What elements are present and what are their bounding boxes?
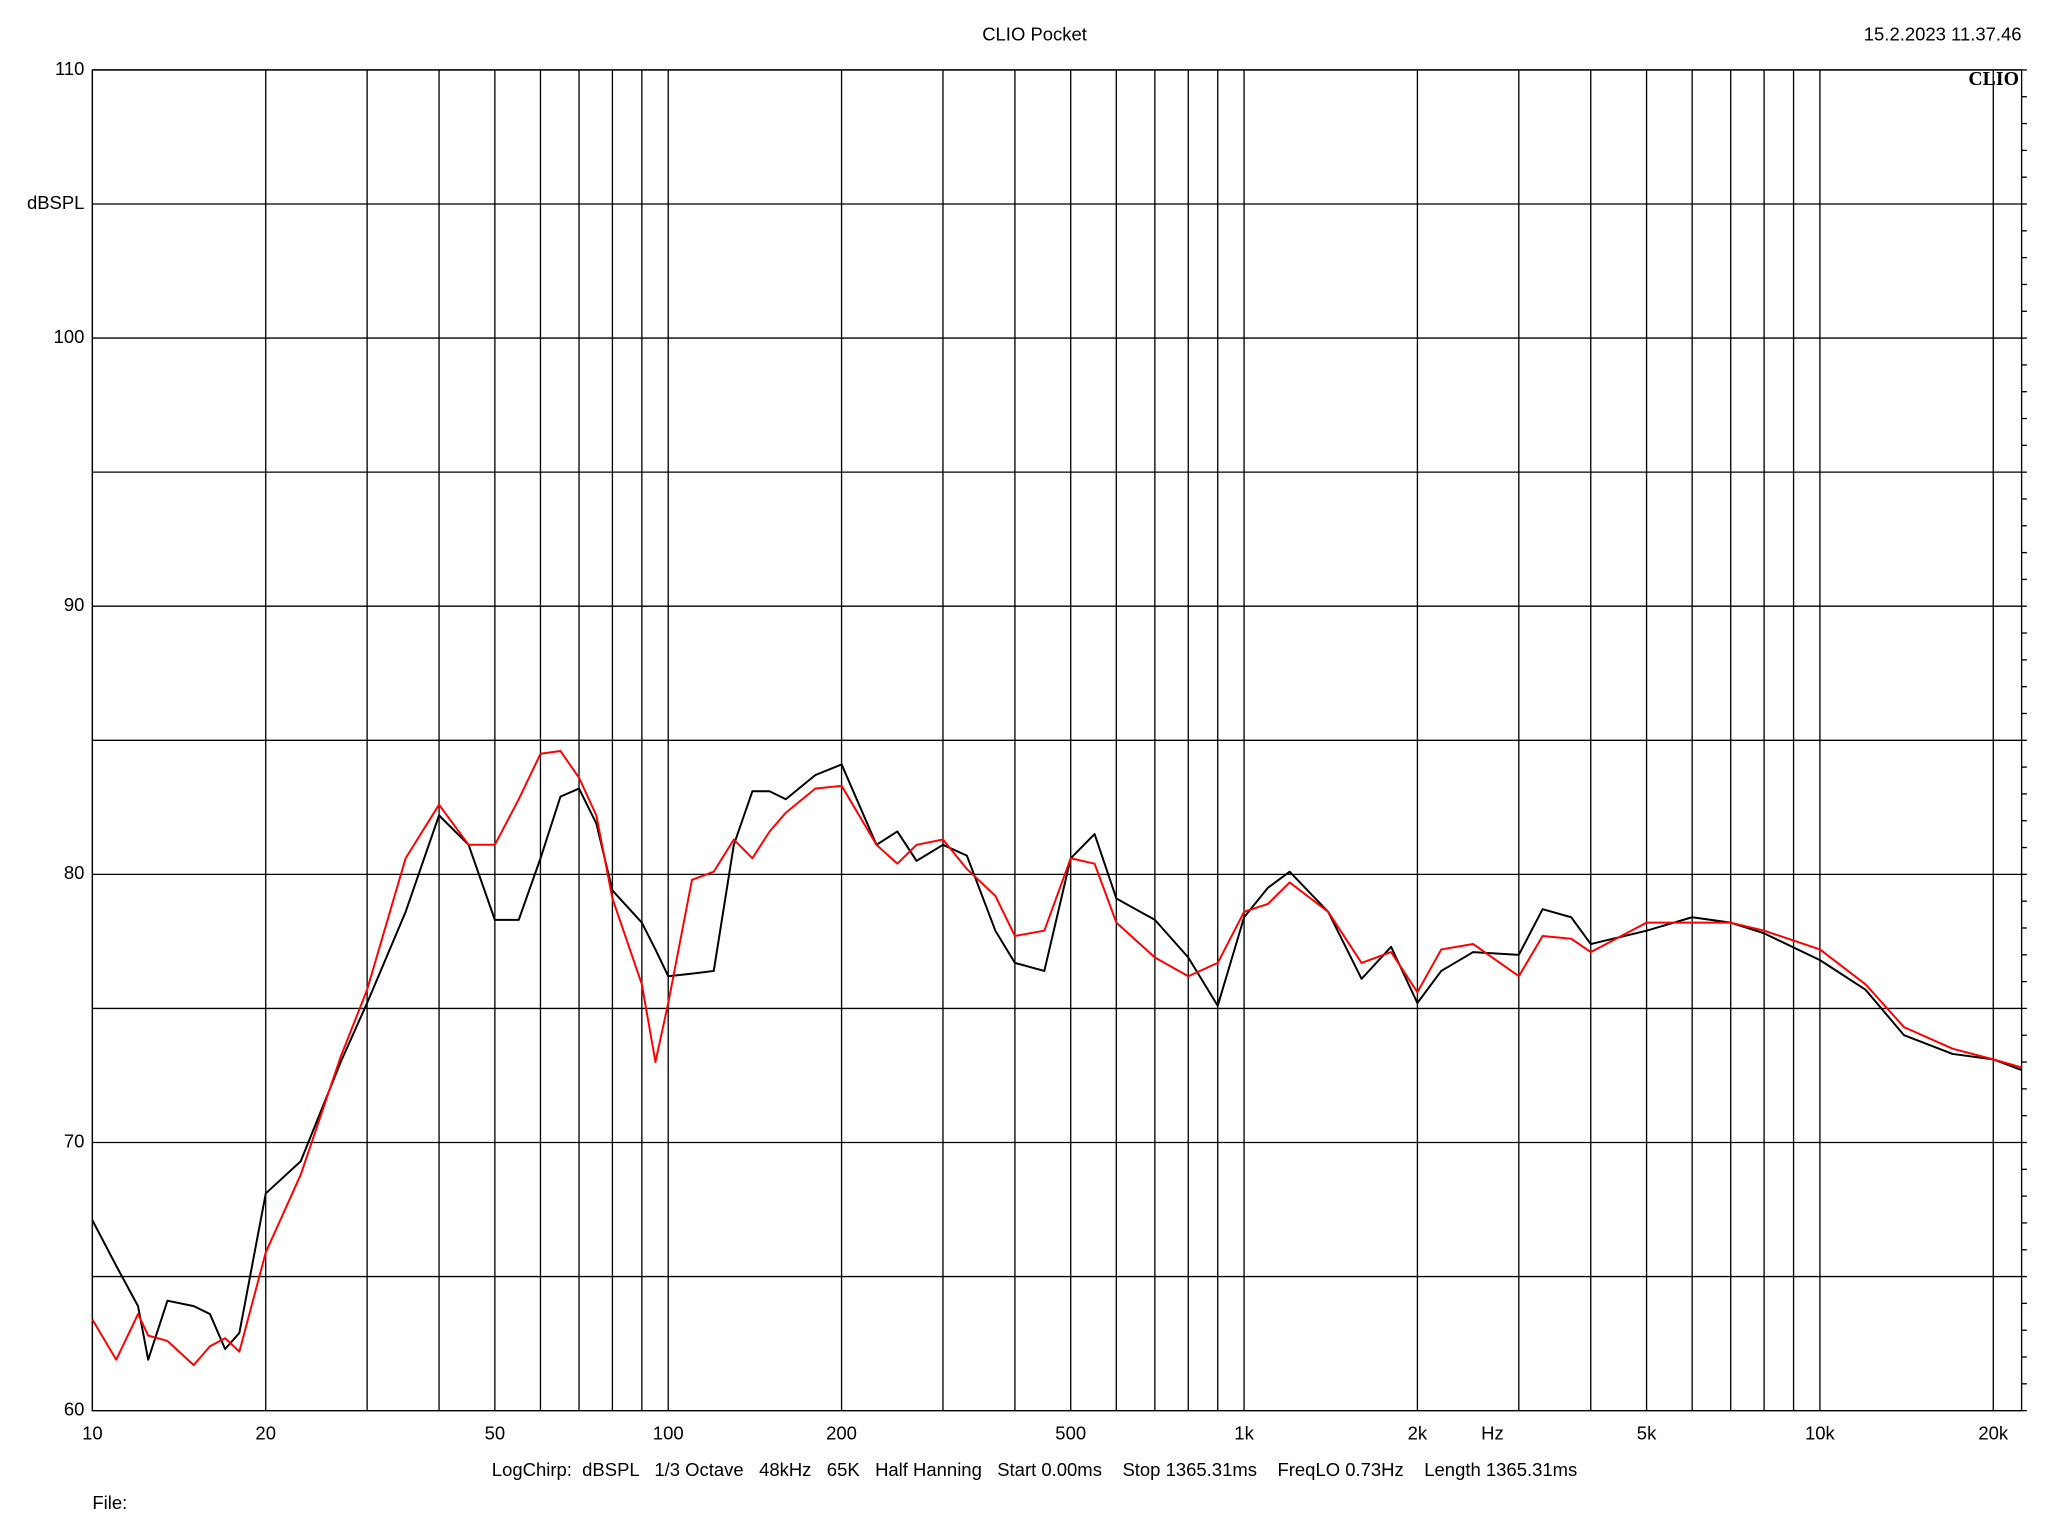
y-tick-label: 100 [54,326,85,347]
x-tick-label: 200 [826,1422,857,1443]
timestamp: 15.2.2023 11.37.46 [1864,24,2022,45]
x-tick-label: 5k [1637,1422,1657,1443]
x-tick-label: 500 [1055,1422,1086,1443]
y-axis-label: dBSPL [27,192,85,213]
series-line [91,763,2022,1361]
y-tick-label: 70 [64,1130,85,1151]
x-tick-label: 50 [485,1422,506,1443]
footer: LogChirp: dBSPL 1/3 Octave 48kHz 65K Hal… [492,1459,1577,1480]
file-label: File: [92,1492,127,1513]
y-tick-label: 90 [64,594,85,615]
x-tick-label: 10 [82,1422,103,1443]
x-tick-label: 20k [1978,1422,2009,1443]
x-tick-label: 10k [1805,1422,1836,1443]
chart-title: CLIO Pocket [982,24,1087,45]
x-tick-label: 1k [1234,1422,1254,1443]
x-axis-label: Hz [1481,1422,1504,1443]
y-tick-label: 80 [64,862,85,883]
x-tick-label: 20 [255,1422,276,1443]
x-tick-label: 100 [653,1422,684,1443]
y-tick-label: 60 [64,1399,85,1420]
plot-frame [91,69,2023,1412]
y-tick-label: 110 [55,58,84,79]
series-line [91,749,2022,1367]
x-tick-label: 2k [1408,1422,1428,1443]
